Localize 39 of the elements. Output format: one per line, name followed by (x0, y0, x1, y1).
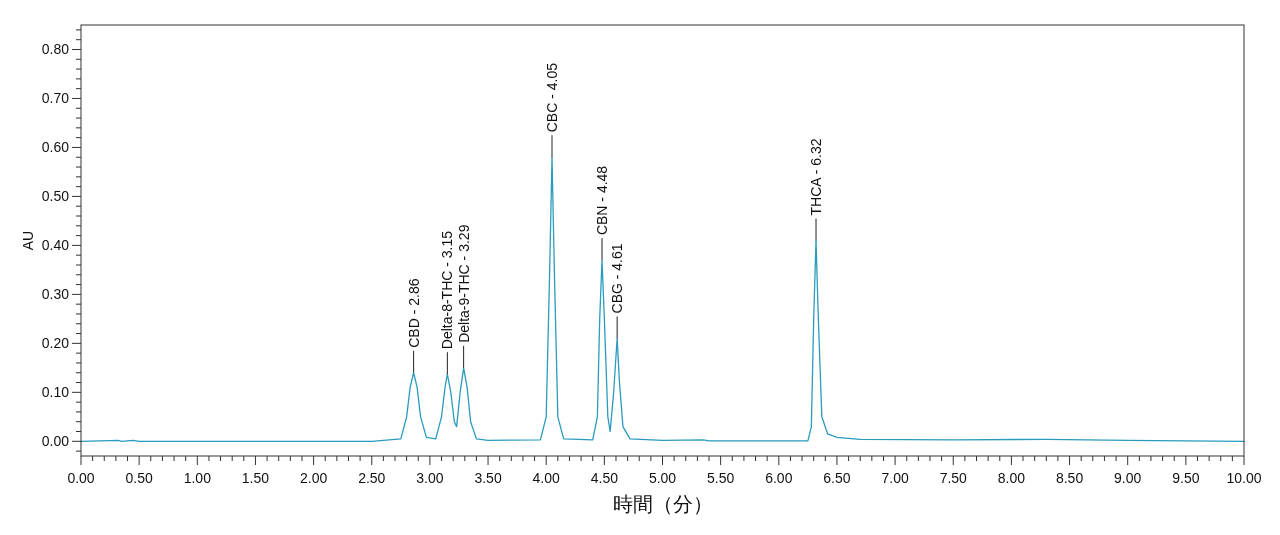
y-tick-label: 0.20 (41, 335, 70, 352)
y-tick-label: 0.50 (41, 188, 70, 205)
x-tick-label: 5.00 (648, 470, 677, 486)
y-tick-label: 0.30 (41, 286, 70, 303)
y-tick-label: 0.70 (41, 90, 70, 107)
x-axis-title: 時間（分） (612, 493, 713, 515)
annotation: CBD - 2.86 (405, 278, 422, 348)
x-tick-label: 1.50 (241, 470, 270, 486)
annotation: Delta-9-THC - 3.29 (455, 224, 472, 343)
annotation: CBC - 4.05 (544, 62, 561, 133)
x-tick-label: 8.00 (997, 470, 1026, 486)
x-tick-label: 0.00 (67, 470, 95, 486)
x-tick-label: 3.50 (474, 470, 502, 486)
y-tick-label: 0.60 (41, 139, 70, 156)
x-tick-label: 5.50 (707, 470, 735, 486)
x-tick-label: 4.00 (532, 470, 561, 486)
y-tick-label: 0.80 (41, 41, 70, 58)
x-tick-label: 6.00 (765, 470, 793, 486)
x-tick-label: 9.50 (1172, 470, 1200, 486)
x-tick-label: 2.50 (358, 470, 386, 486)
annotation: Delta-8-THC - 3.15 (439, 230, 456, 350)
annotation: CBG - 4.61 (609, 243, 626, 314)
x-tick-label: 2.00 (299, 470, 328, 486)
annotation: CBN - 4.48 (594, 165, 611, 236)
x-tick-label: 10.00 (1226, 470, 1262, 486)
x-tick-label: 0.50 (125, 470, 153, 486)
y-tick-label: 0.40 (41, 237, 70, 254)
y-tick-label: 0.10 (41, 384, 70, 401)
y-tick-label: 0.00 (41, 433, 70, 450)
y-axis-title: AU (20, 230, 36, 251)
x-tick-label: 7.00 (881, 470, 909, 486)
x-tick-label: 7.50 (939, 470, 968, 486)
annotation: THCA - 6.32 (808, 138, 825, 216)
x-tick-label: 8.50 (1055, 470, 1084, 486)
x-tick-label: 1.00 (183, 470, 212, 486)
x-tick-label: 4.50 (590, 470, 619, 486)
x-tick-label: 6.50 (823, 470, 851, 486)
x-tick-label: 3.00 (416, 470, 444, 486)
x-tick-label: 9.00 (1114, 470, 1142, 486)
